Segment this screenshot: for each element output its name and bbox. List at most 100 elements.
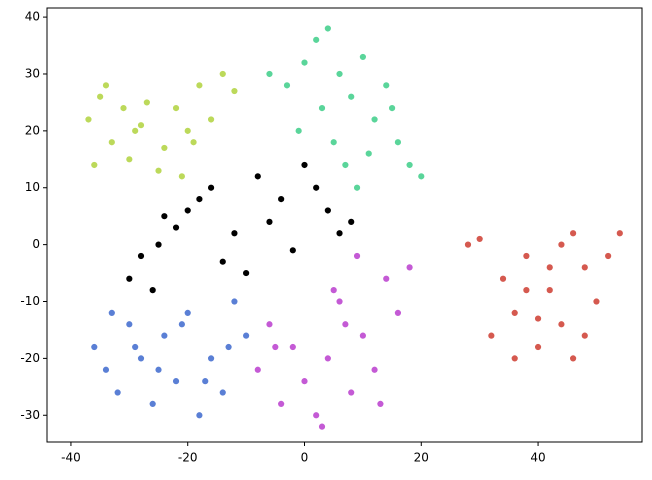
- point: [172, 223, 180, 232]
- point: [102, 365, 110, 374]
- point: [487, 331, 496, 340]
- y-tick-label: 30: [25, 66, 40, 80]
- point: [154, 166, 163, 175]
- point: [154, 365, 163, 374]
- point: [358, 53, 367, 61]
- point: [312, 411, 321, 420]
- point: [534, 314, 542, 323]
- point: [218, 70, 227, 78]
- point: [545, 263, 554, 272]
- point: [177, 172, 186, 181]
- point: [131, 126, 140, 135]
- point: [142, 98, 151, 107]
- point: [615, 229, 624, 238]
- point: [148, 399, 157, 408]
- point: [341, 161, 350, 169]
- y-tick-label: 40: [25, 10, 40, 24]
- point: [137, 354, 145, 363]
- point: [207, 115, 215, 124]
- point: [335, 297, 344, 306]
- point: [323, 24, 332, 33]
- y-tick-label: 10: [25, 180, 40, 194]
- point: [277, 399, 286, 408]
- point: [183, 206, 192, 215]
- point: [376, 399, 385, 408]
- point: [183, 308, 192, 317]
- point: [242, 331, 251, 340]
- point: [283, 81, 291, 90]
- point: [160, 212, 169, 221]
- point: [195, 81, 204, 90]
- point: [329, 286, 338, 295]
- point: [265, 320, 274, 329]
- x-tick-label: -20: [178, 451, 198, 465]
- point: [300, 58, 309, 67]
- point: [154, 240, 163, 249]
- point: [353, 183, 361, 192]
- point: [557, 320, 566, 329]
- point: [417, 172, 426, 181]
- point: [265, 217, 274, 226]
- point: [394, 308, 402, 317]
- point: [172, 377, 180, 386]
- point: [84, 115, 93, 124]
- point: [107, 138, 116, 147]
- y-tick-label: -20: [20, 351, 40, 365]
- point: [230, 297, 239, 306]
- point: [148, 286, 157, 295]
- point: [510, 308, 519, 317]
- point: [580, 331, 589, 340]
- point: [318, 422, 326, 431]
- point: [189, 138, 198, 147]
- point: [545, 286, 554, 295]
- point: [522, 252, 531, 260]
- point: [137, 252, 145, 260]
- point: [230, 87, 239, 95]
- x-tick-label: -40: [61, 451, 81, 465]
- point: [323, 354, 332, 363]
- point: [242, 269, 251, 277]
- y-tick-label: -10: [20, 294, 40, 308]
- point: [230, 229, 239, 238]
- point: [592, 297, 601, 306]
- point: [370, 115, 379, 124]
- point: [604, 252, 613, 260]
- point: [224, 343, 233, 351]
- point: [312, 183, 321, 192]
- point: [341, 320, 350, 329]
- point: [347, 92, 356, 101]
- y-tick-label: 20: [25, 123, 40, 137]
- point: [353, 252, 361, 260]
- point: [218, 388, 227, 397]
- point: [125, 155, 134, 164]
- point: [580, 263, 589, 272]
- point: [265, 70, 274, 78]
- point: [113, 388, 122, 397]
- point: [277, 195, 286, 204]
- point: [177, 320, 186, 329]
- point: [195, 411, 204, 420]
- point: [131, 343, 140, 351]
- point: [382, 81, 391, 90]
- point: [335, 70, 344, 78]
- point: [405, 161, 414, 169]
- point: [475, 235, 484, 243]
- point: [271, 343, 280, 351]
- point: [382, 274, 391, 283]
- point: [90, 343, 99, 351]
- point: [347, 388, 356, 397]
- point: [569, 354, 577, 363]
- point: [347, 217, 356, 226]
- x-tick-label: 40: [530, 451, 545, 465]
- point: [358, 331, 367, 340]
- point: [107, 308, 116, 317]
- point: [207, 183, 215, 192]
- point: [364, 149, 373, 158]
- point: [557, 240, 566, 249]
- point: [288, 343, 297, 351]
- point: [294, 126, 303, 135]
- point: [201, 377, 210, 386]
- point: [464, 240, 472, 249]
- point: [195, 195, 204, 204]
- point: [125, 274, 134, 283]
